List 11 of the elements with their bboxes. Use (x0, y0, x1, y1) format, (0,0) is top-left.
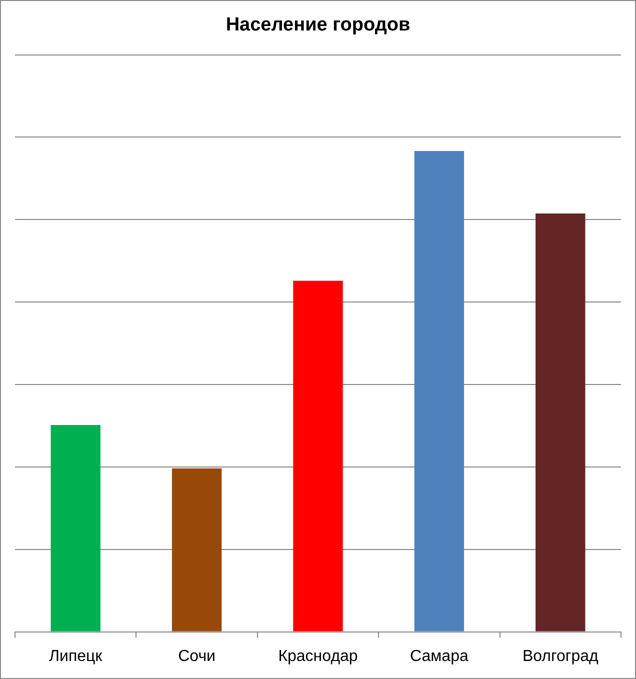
x-tick-label: Липецк (49, 648, 104, 665)
x-tick-label: Сочи (178, 648, 216, 665)
x-tick-label: Краснодар (278, 648, 358, 665)
bar (172, 468, 222, 632)
x-tick-label: Волгоград (522, 648, 600, 665)
bar (536, 213, 586, 632)
x-tick-label: Самара (410, 648, 468, 665)
bar (414, 150, 464, 632)
bar (50, 425, 100, 632)
chart-title: Население городов (226, 14, 410, 36)
bar (293, 280, 343, 632)
